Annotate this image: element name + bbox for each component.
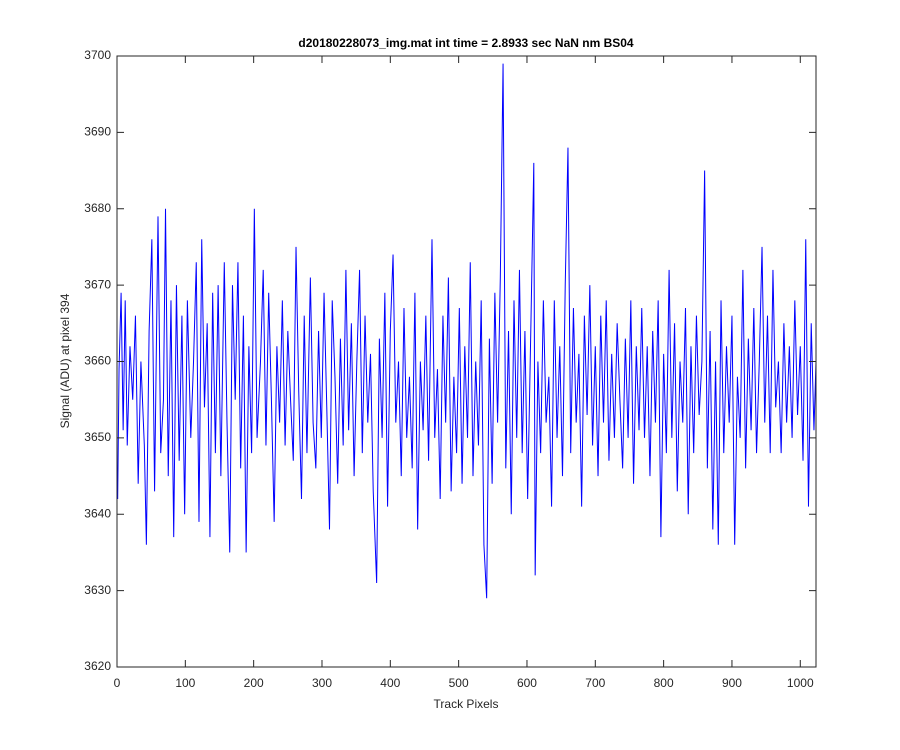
x-tick-label: 500: [449, 676, 469, 690]
y-tick-label: 3660: [84, 354, 111, 368]
y-tick-label: 3630: [84, 583, 111, 597]
x-tick-label: 900: [722, 676, 742, 690]
y-tick-label: 3680: [84, 201, 111, 215]
y-tick-label: 3670: [84, 277, 111, 291]
y-tick-label: 3700: [84, 48, 111, 62]
y-tick-label: 3640: [84, 506, 111, 520]
y-tick-label: 3620: [84, 659, 111, 673]
chart-title: d20180228073_img.mat int time = 2.8933 s…: [298, 36, 634, 50]
x-tick-label: 0: [114, 676, 121, 690]
plot-area: [117, 56, 816, 667]
x-tick-label: 1000: [787, 676, 814, 690]
data-line: [117, 63, 817, 599]
x-tick-label: 700: [585, 676, 605, 690]
y-tick-label: 3690: [84, 125, 111, 139]
x-axis-label: Track Pixels: [434, 697, 499, 711]
x-tick-label: 100: [175, 676, 195, 690]
x-tick-label: 300: [312, 676, 332, 690]
y-axis-label: Signal (ADU) at pixel 394: [58, 293, 72, 428]
x-tick-label: 200: [244, 676, 264, 690]
x-tick-label: 600: [517, 676, 537, 690]
y-tick-label: 3650: [84, 430, 111, 444]
x-tick-label: 400: [380, 676, 400, 690]
x-tick-label: 800: [654, 676, 674, 690]
